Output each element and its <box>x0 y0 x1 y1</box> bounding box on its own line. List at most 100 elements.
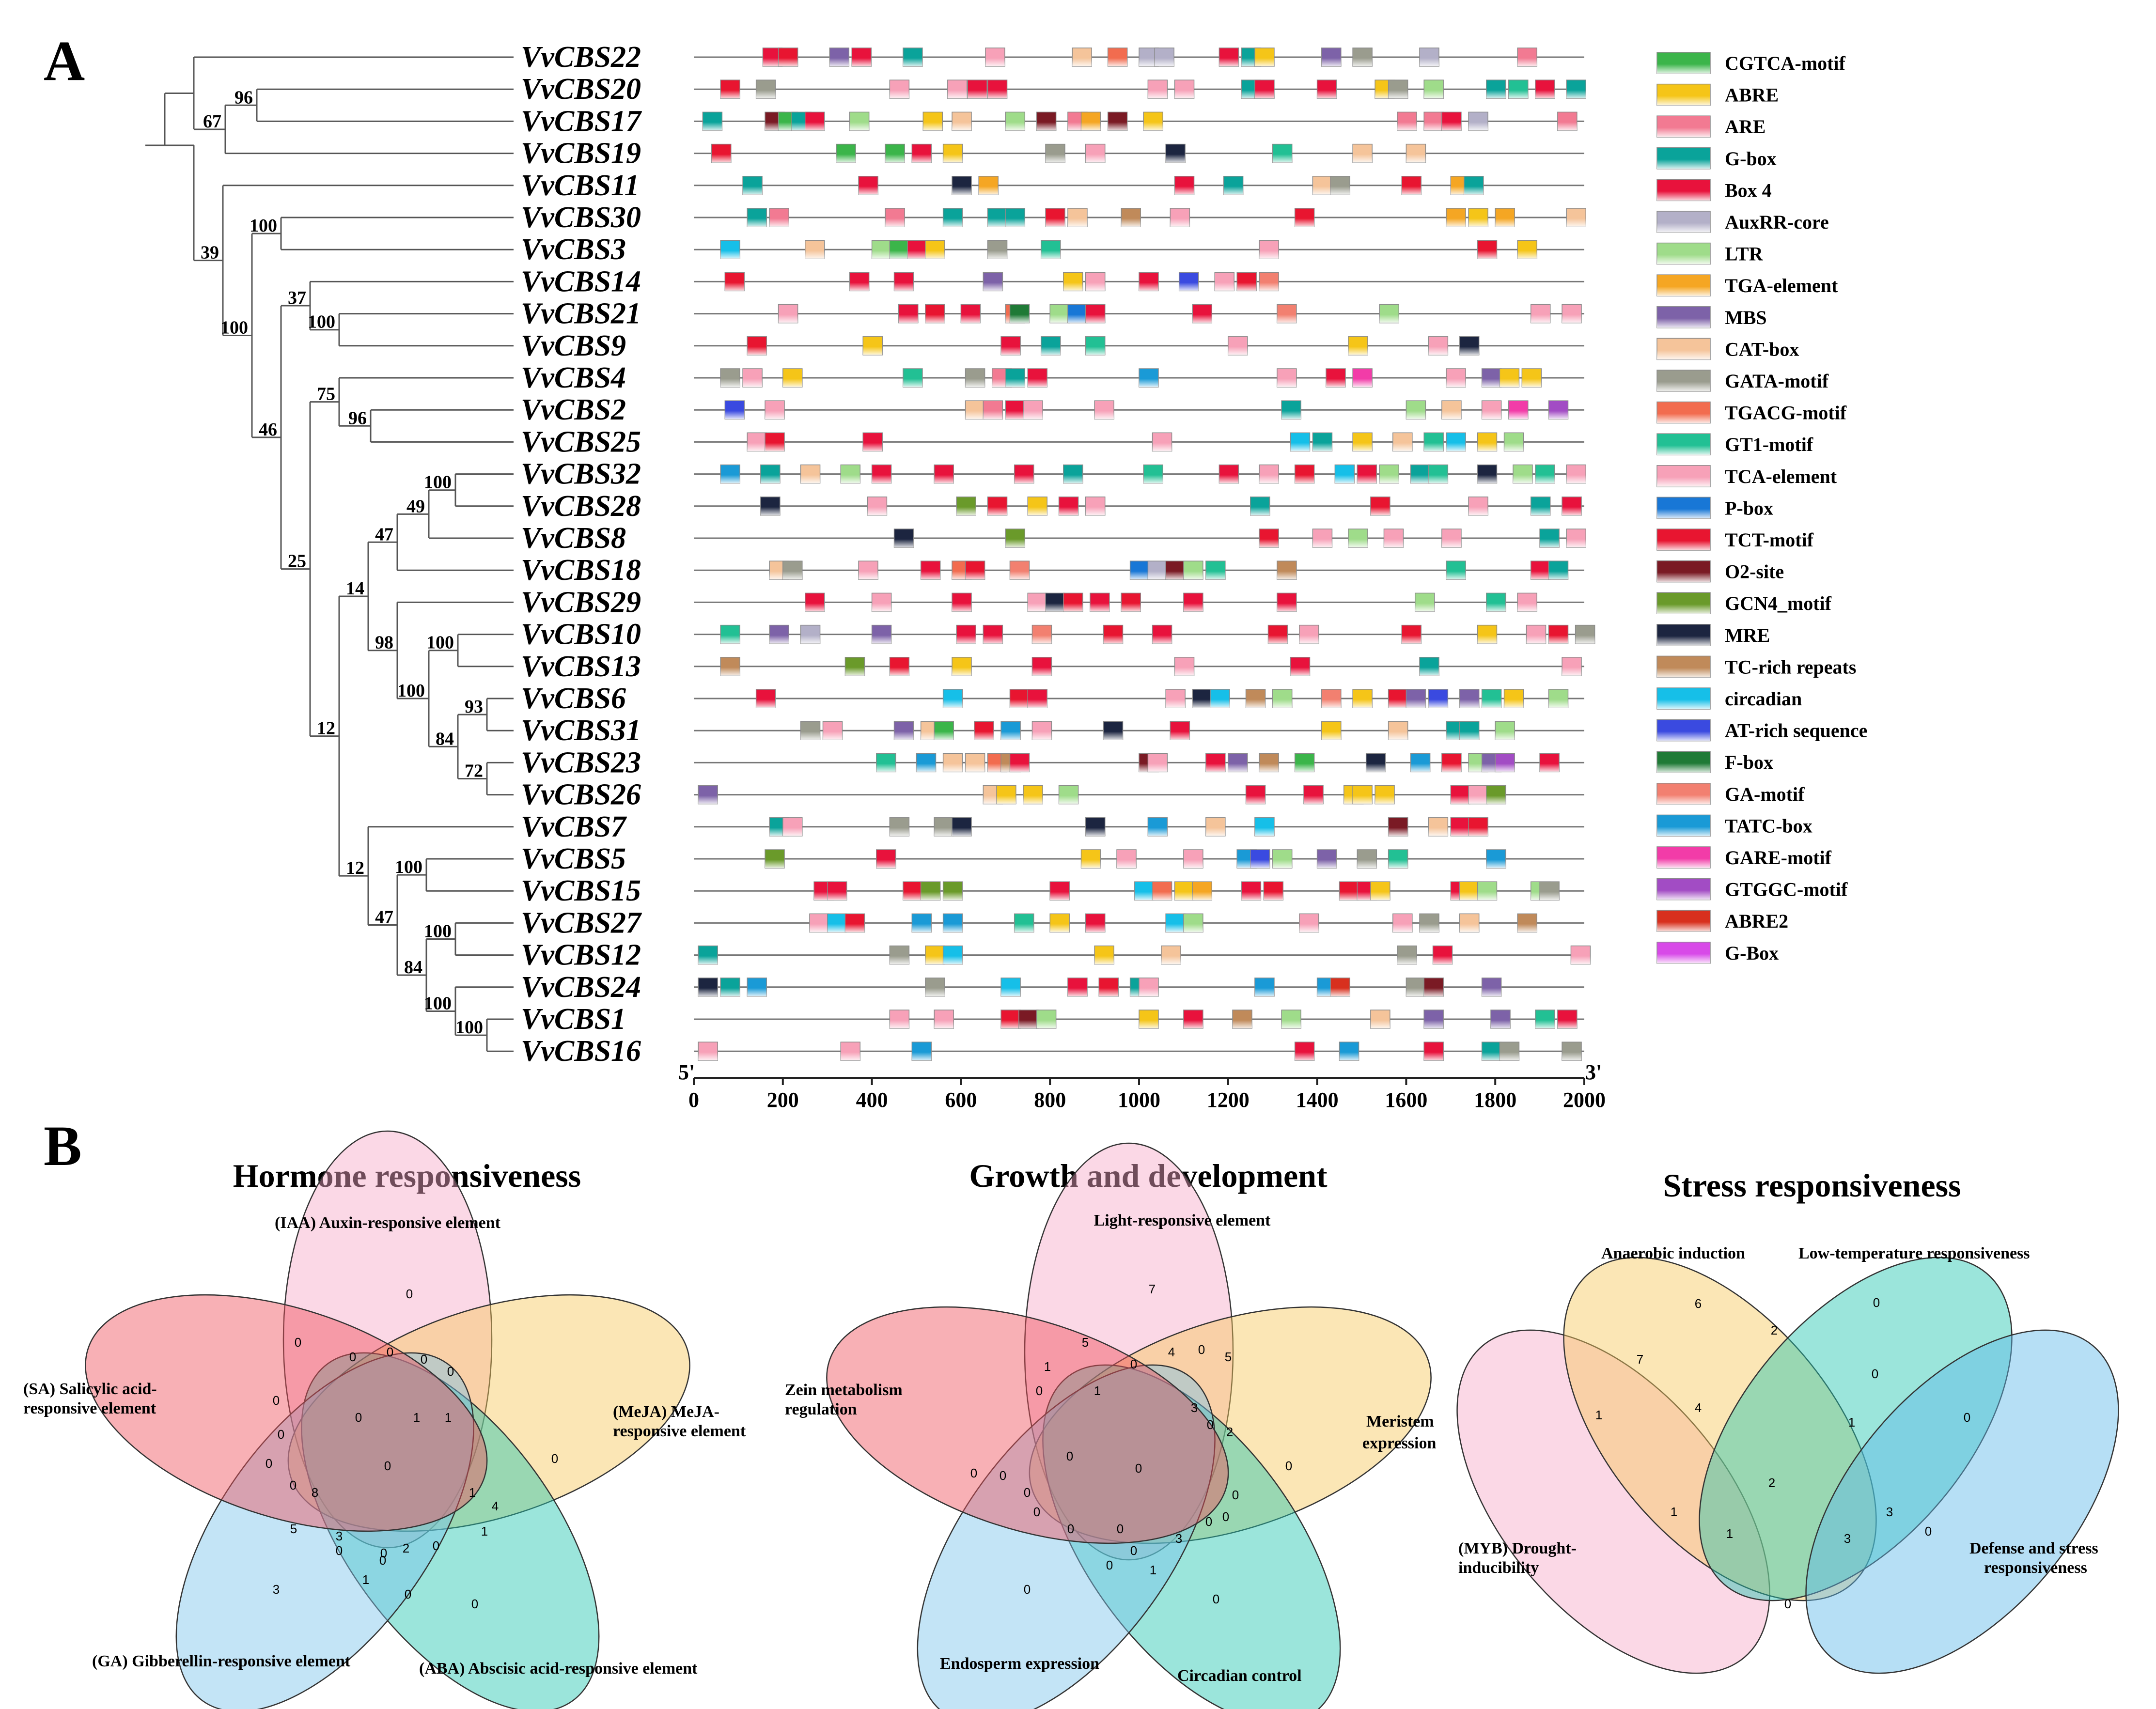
venn-region-count: 4 <box>1168 1345 1175 1359</box>
motif-box-shade <box>1103 721 1123 740</box>
motif-box-shade <box>1312 433 1332 451</box>
motif-box-shade <box>1557 1010 1577 1028</box>
motif-box-shade <box>1085 272 1105 291</box>
gene-label: VvCBS4 <box>521 361 626 394</box>
motif-box-shade <box>961 304 981 323</box>
motif-box-shade <box>1010 304 1030 323</box>
gene-label: VvCBS15 <box>521 874 641 907</box>
motif-box-shade <box>1046 208 1065 227</box>
bootstrap-value: 12 <box>346 858 364 878</box>
motif-box-shade <box>974 721 994 740</box>
motif-box-shade <box>1459 721 1479 740</box>
motif-box-shade <box>1402 625 1422 644</box>
gene-label: VvCBS14 <box>521 265 641 298</box>
venn-region-count: 1 <box>362 1572 369 1587</box>
motif-box-shade <box>1469 208 1488 227</box>
gene-label: VvCBS30 <box>521 201 641 234</box>
motif-box-shade <box>1339 882 1359 901</box>
legend-label: TGACG-motif <box>1725 402 1847 424</box>
motif-box-shade <box>1192 689 1212 708</box>
motif-box-shade <box>1250 497 1270 515</box>
motif-box-shade <box>1174 657 1194 676</box>
legend-label: O2-site <box>1725 561 1784 583</box>
motif-box-shade <box>720 625 740 644</box>
motif-box-shade <box>1500 1042 1519 1061</box>
growth-label-meristem-2: expression <box>1362 1434 1436 1452</box>
motif-box-shade <box>1379 304 1399 323</box>
motif-box-shade <box>1148 80 1168 99</box>
motif-box-shade <box>778 48 798 66</box>
motif-box-shade <box>985 48 1005 66</box>
motif-box-shade <box>1259 529 1279 547</box>
bootstrap-value: 100 <box>424 472 452 493</box>
motif-box-shade <box>1121 593 1141 612</box>
venn-region-count: 1 <box>1848 1415 1855 1429</box>
venn-region-count: 0 <box>1205 1514 1212 1529</box>
legend-label: TGA-element <box>1725 275 1838 296</box>
motif-box-shade <box>1562 1042 1582 1061</box>
motif-box-shade <box>765 850 785 868</box>
gene-label: VvCBS2 <box>521 393 626 426</box>
motif-box-shade <box>1531 561 1550 580</box>
venn-region-count: 0 <box>384 1459 391 1473</box>
motif-box-shade <box>1174 80 1194 99</box>
legend-label: GARE-motif <box>1725 847 1832 869</box>
motif-box-shade <box>1388 80 1408 99</box>
motif-box-shade <box>921 882 940 901</box>
motif-box-shade <box>1424 1010 1444 1028</box>
motif-box-shade <box>890 80 909 99</box>
bootstrap-value: 72 <box>465 761 483 781</box>
motif-box-shade <box>1451 817 1470 836</box>
venn-region-count: 0 <box>433 1538 439 1553</box>
motif-box-shade <box>703 112 722 131</box>
motif-box-shade <box>1477 433 1497 451</box>
motif-box-shade <box>1384 529 1404 547</box>
motif-box-shade <box>934 721 954 740</box>
stress-label-defense-1: Defense and stress <box>1969 1539 2098 1557</box>
motif-box-shade <box>923 112 943 131</box>
legend-swatch-shade <box>1657 847 1710 868</box>
light-set <box>1024 1142 1234 1561</box>
venn-region-count: 0 <box>278 1427 284 1442</box>
legend-swatch-shade <box>1657 910 1710 932</box>
legend-swatch-shade <box>1657 878 1710 900</box>
bootstrap-value: 96 <box>348 408 367 428</box>
motif-box-shade <box>1526 625 1546 644</box>
motif-box-shade <box>1535 80 1555 99</box>
motif-box-shade <box>1103 625 1123 644</box>
motif-box-shade <box>1081 112 1101 131</box>
venn-region-count: 4 <box>1695 1400 1702 1415</box>
motif-box-shade <box>968 80 987 99</box>
axis-tick-label: 1600 <box>1385 1088 1427 1112</box>
motif-box-shade <box>1508 80 1528 99</box>
venn-region-count: 0 <box>1067 1522 1074 1536</box>
motif-box-shade <box>1237 272 1257 291</box>
gene-label: VvCBS10 <box>521 618 641 651</box>
endosperm-set <box>917 1364 1216 1709</box>
motif-box-shade <box>987 208 1007 227</box>
motif-box-shade <box>1312 529 1332 547</box>
bootstrap-value: 100 <box>397 681 425 701</box>
venn-region-count: 0 <box>1066 1449 1073 1463</box>
motif-box-shade <box>1215 272 1234 291</box>
gene-label: VvCBS12 <box>521 939 641 972</box>
gene-label: VvCBS5 <box>521 842 626 875</box>
motif-box-shade <box>778 304 798 323</box>
motif-box-shade <box>1046 144 1065 163</box>
motif-box-shade <box>1001 336 1021 355</box>
motif-box-shade <box>1464 176 1484 195</box>
venn-region-count: 0 <box>1000 1468 1006 1483</box>
legend-label: GA-motif <box>1725 783 1805 805</box>
bootstrap-value: 100 <box>308 312 335 332</box>
motif-box-shade <box>1495 208 1515 227</box>
growth-label-zein-1: Zein metabolism <box>785 1381 903 1399</box>
motif-box-shade <box>1353 369 1373 387</box>
bootstrap-value: 100 <box>424 993 452 1013</box>
motif-box-shade <box>890 946 909 964</box>
legend-label: MBS <box>1725 307 1767 328</box>
motif-box-shade <box>1428 465 1448 483</box>
venn-region-count: 0 <box>266 1456 272 1471</box>
motif-box-shade <box>1259 240 1279 259</box>
axis-tick-label: 1000 <box>1118 1088 1160 1112</box>
